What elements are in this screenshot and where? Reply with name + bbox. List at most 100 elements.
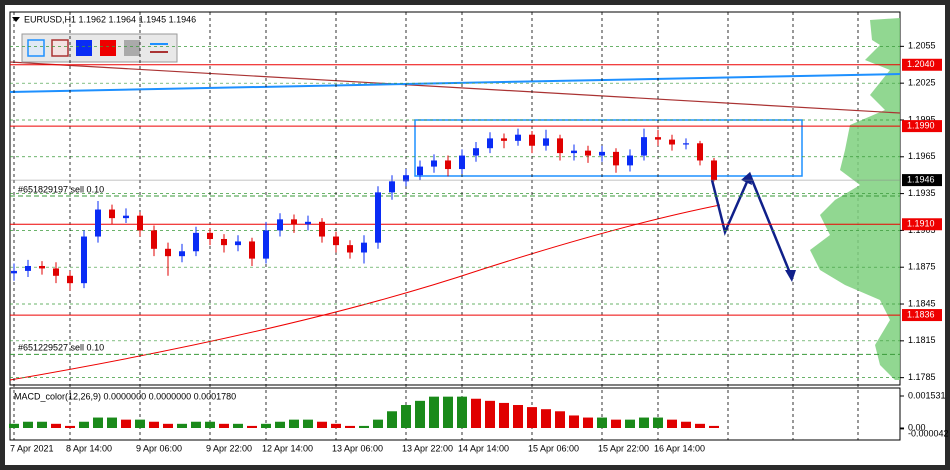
level-tag	[902, 120, 942, 133]
macd-bar	[359, 425, 369, 429]
candle-body	[613, 151, 619, 166]
macd-bar	[415, 400, 425, 429]
macd-bar	[625, 419, 635, 429]
macd-bar	[37, 421, 47, 429]
macd-bar	[443, 396, 453, 429]
candle-body	[417, 166, 423, 176]
candle-body	[25, 265, 31, 271]
tool-button[interactable]	[124, 40, 140, 56]
last-price-tag	[902, 174, 942, 187]
level-tag	[902, 58, 942, 71]
macd-bar	[681, 421, 691, 429]
tool-button[interactable]	[150, 43, 168, 53]
x-tick-label: 16 Apr 14:00	[654, 443, 705, 453]
candle-body	[207, 232, 213, 239]
y-tick-label: 1.2055	[908, 41, 936, 51]
candle-body	[109, 209, 115, 219]
candle-body	[403, 175, 409, 182]
macd-bar	[345, 425, 355, 429]
candle-body	[711, 160, 717, 181]
x-tick-label: 13 Apr 06:00	[332, 443, 383, 453]
tool-button[interactable]	[76, 40, 92, 56]
range-box	[414, 119, 803, 177]
candle-body	[669, 139, 675, 145]
macd-bar	[401, 405, 411, 429]
y-tick-label: 1.1995	[908, 114, 936, 124]
candle-body	[599, 151, 605, 156]
forecast-arrow	[710, 171, 794, 279]
candle-body	[291, 219, 297, 225]
macd-bar	[639, 417, 649, 429]
macd-bar	[387, 411, 397, 429]
macd-bar	[163, 423, 173, 429]
macd-bar	[513, 405, 523, 429]
y-tick-label: 1.1785	[908, 372, 936, 382]
macd-bar	[611, 419, 621, 429]
level-label: 1.1910	[907, 219, 935, 229]
macd-bar	[331, 423, 341, 429]
macd-bar	[485, 400, 495, 429]
y-tick-label: -0.000042	[908, 428, 949, 438]
x-tick-label: 7 Apr 2021	[10, 443, 54, 453]
candle-body	[375, 192, 381, 243]
moving-average	[9, 204, 721, 381]
level-tag	[902, 218, 942, 231]
macd-bar	[317, 421, 327, 429]
tool-button[interactable]	[51, 39, 69, 57]
candle-body	[319, 221, 325, 237]
macd-bar	[261, 423, 271, 429]
macd-bar	[233, 423, 243, 429]
vertical-grid	[727, 12, 859, 440]
y-tick-label: 0.001531	[908, 390, 946, 400]
toolbar	[21, 33, 178, 63]
level-label: 1.2040	[907, 59, 935, 69]
candle-body	[95, 209, 101, 237]
y-tick-label: 1.1875	[908, 262, 936, 272]
tool-button[interactable]	[100, 40, 116, 56]
candle-body	[459, 155, 465, 170]
x-tick-label: 12 Apr 14:00	[262, 443, 313, 453]
macd-bar	[219, 423, 229, 429]
candle-body	[123, 215, 129, 219]
macd-bar	[555, 411, 565, 429]
macd-bar	[471, 398, 481, 429]
macd-bar	[177, 423, 187, 429]
macd-title: MACD_color(12,26,9) 0.0000000 0.0000000 …	[14, 391, 236, 401]
macd-bar	[569, 415, 579, 429]
x-tick-label: 15 Apr 22:00	[598, 443, 649, 453]
tool-button[interactable]	[27, 39, 45, 57]
arrow-head	[785, 270, 796, 282]
candle-body	[683, 143, 689, 145]
macd-bar	[597, 417, 607, 429]
chart-header: EURUSD,H1 1.1962 1.1964 1.1945 1.1946	[24, 14, 196, 24]
x-tick-label: 9 Apr 22:00	[206, 443, 252, 453]
candle-body	[655, 137, 661, 140]
y-tick-label: 0.00	[908, 422, 926, 432]
candle-body	[193, 232, 199, 252]
candle-body	[557, 138, 563, 154]
candle-body	[571, 150, 577, 154]
y-tick-label: 1.1815	[908, 335, 936, 345]
candle-body	[277, 219, 283, 231]
macd-bar	[499, 402, 509, 429]
candle-body	[543, 138, 549, 146]
candle-body	[501, 138, 507, 141]
candle-body	[81, 236, 87, 284]
x-tick-label: 13 Apr 22:00	[402, 443, 453, 453]
macd-bar	[695, 423, 705, 429]
last-price-label: 1.1946	[907, 174, 935, 184]
macd-bar	[373, 419, 383, 429]
level-label: 1.1836	[907, 309, 935, 319]
candle-body	[431, 160, 437, 167]
macd-bar	[93, 417, 103, 429]
arrow-head	[741, 172, 752, 185]
candle-body	[221, 238, 227, 246]
candle-body	[515, 134, 521, 141]
macd-bar	[191, 421, 201, 429]
macd-bar	[51, 423, 61, 429]
candle-body	[445, 160, 451, 170]
macd-bar	[527, 407, 537, 429]
x-tick-label: 14 Apr 14:00	[458, 443, 509, 453]
level-tag	[902, 309, 942, 322]
